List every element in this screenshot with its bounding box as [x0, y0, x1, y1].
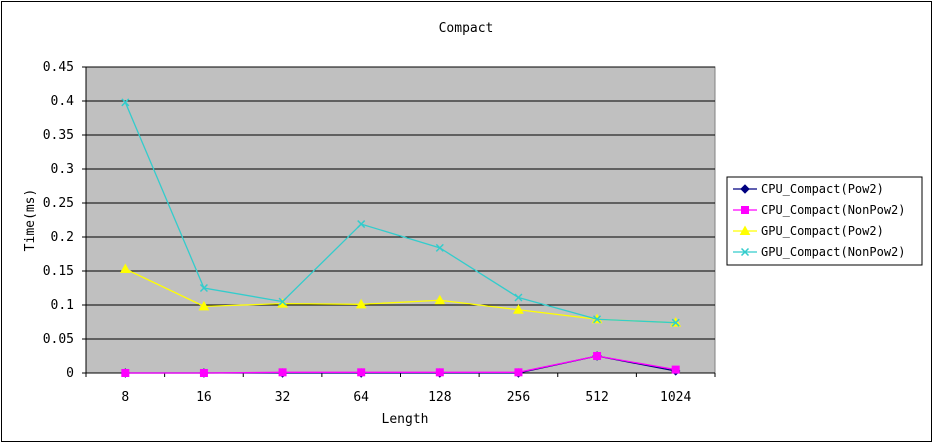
x-axis-ticks: 8 16 32 64 128 256 512 1024: [85, 373, 716, 405]
data-point: [357, 220, 366, 229]
x-tick-label: 512: [585, 390, 608, 405]
legend-item: CPU_Compact(Pow2): [733, 182, 884, 196]
data-point: [671, 365, 680, 374]
legend-marker: [740, 247, 750, 257]
data-point: [119, 263, 131, 273]
data-point: [513, 304, 524, 314]
series-group: [119, 98, 682, 378]
x-tick-label: 128: [428, 390, 451, 405]
legend-item: CPU_Compact(NonPow2): [733, 203, 906, 217]
series-line: [124, 102, 676, 324]
data-point: [121, 369, 130, 377]
x-axis-label: Length: [382, 412, 429, 427]
legend-label: GPU_Compact(Pow2): [761, 224, 884, 238]
x-tick-label: 256: [507, 390, 530, 405]
y-tick-label: 0.15: [43, 264, 74, 279]
legend-label: CPU_Compact(Pow2): [761, 182, 884, 196]
x-tick-label: 64: [353, 390, 369, 405]
data-point: [671, 318, 680, 327]
data-point: [514, 293, 523, 302]
legend-marker: [741, 206, 749, 214]
y-tick-label: 0.4: [51, 94, 75, 109]
data-point: [199, 369, 208, 377]
data-point: [434, 294, 446, 305]
y-tick-label: 0.3: [51, 162, 74, 177]
y-tick-label: 0.25: [43, 196, 74, 211]
y-tick-label: 0.05: [43, 332, 74, 347]
x-tick-label: 32: [275, 390, 291, 405]
legend-item: GPU_Compact(Pow2): [733, 224, 884, 238]
legend-label: CPU_Compact(NonPow2): [761, 203, 906, 217]
y-axis-label: Time(ms): [23, 189, 38, 252]
legend-item: GPU_Compact(NonPow2): [733, 245, 906, 259]
data-point: [121, 98, 130, 107]
legend-label: GPU_Compact(NonPow2): [761, 245, 906, 259]
y-tick-label: 0.45: [43, 60, 74, 75]
data-point: [435, 243, 444, 252]
data-point: [593, 315, 602, 324]
data-point: [435, 368, 444, 377]
data-point: [198, 300, 210, 311]
series-line: [125, 355, 676, 374]
y-tick-label: 0: [66, 366, 74, 381]
series-2: [121, 352, 680, 377]
legend-marker: [739, 225, 751, 235]
legend-box: [726, 176, 923, 266]
y-tick-label: 0.1: [51, 298, 74, 313]
y-tick-label: 0.2: [51, 230, 74, 245]
data-point: [278, 368, 287, 377]
x-tick-label: 16: [196, 390, 212, 405]
data-point: [593, 352, 602, 360]
x-tick-label: 8: [121, 390, 129, 405]
plot-area: [85, 66, 716, 374]
data-point: [278, 297, 287, 306]
data-point: [199, 283, 208, 293]
legend: CPU_Compact(Pow2) CPU_Compact(NonPow2) GPU…: [726, 176, 923, 266]
data-point: [357, 368, 366, 377]
data-point: [355, 298, 367, 309]
x-tick-label: 1024: [660, 390, 691, 405]
data-point: [514, 368, 523, 377]
y-tick-label: 0.35: [43, 128, 74, 143]
series-4: [121, 98, 680, 327]
series-line: [125, 268, 676, 324]
legend-marker: [740, 184, 750, 194]
chart-title: Compact: [439, 21, 494, 36]
